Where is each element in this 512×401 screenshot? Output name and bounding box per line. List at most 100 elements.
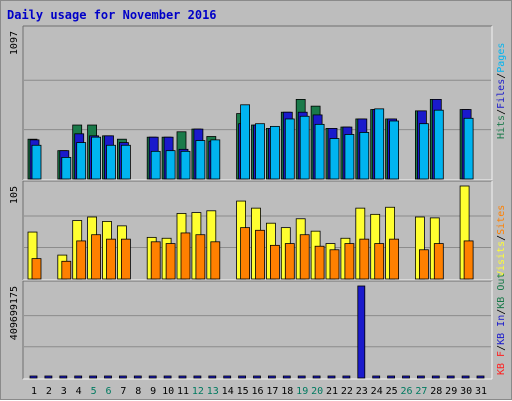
bar-pages-day-24 [374,108,385,180]
bar-kb-in-day-28 [431,375,440,379]
bar-kb-in-day-21 [327,375,336,379]
bar-pages-day-5 [91,136,101,180]
bar-pages-day-4 [76,142,87,180]
bar-pages-day-30 [463,117,474,180]
bar-kb-in-day-17 [267,375,276,379]
bar-kb-in-day-10 [163,375,172,379]
x-tick-day-3: 3 [61,386,67,397]
x-tick-day-10: 10 [162,386,174,397]
bar-kb-in-day-22 [342,375,351,379]
bar-kb-in-day-16 [253,375,261,379]
bar-kb-in-day-20 [312,375,321,379]
panel-3-background [23,281,492,379]
bar-kb-in-day-6 [104,375,112,379]
x-tick-day-11: 11 [177,386,189,397]
panel-1-legend: Hits/Files/Pages [496,43,507,139]
bar-sites-day-19 [299,234,310,280]
x-tick-day-9: 9 [150,386,156,397]
bar-sites-day-27 [418,249,429,280]
bar-sites-day-6 [106,238,116,280]
bar-pages-day-13 [210,139,221,180]
bar-kb-in-day-1 [29,375,38,379]
bar-kb-in-day-26 [402,375,410,379]
bar-kb-in-day-4 [74,375,83,379]
x-tick-day-16: 16 [251,386,263,397]
bar-pages-day-18 [284,118,295,180]
x-tick-day-19: 19 [296,386,308,397]
bar-pages-day-23 [359,132,370,180]
x-tick-day-25: 25 [386,386,398,397]
x-tick-day-18: 18 [281,386,293,397]
x-tick-day-30: 30 [460,386,472,397]
legend-3-entry-1: KB F [496,351,507,375]
x-tick-day-27: 27 [415,386,427,397]
bar-kb-in-day-31 [476,375,485,379]
bar-pages-day-22 [344,134,355,180]
x-tick-day-17: 17 [266,386,278,397]
legend-1-entry-5: Pages [496,43,507,73]
legend-2-entry-3: Sites [496,205,507,235]
bar-kb-in-day-24 [372,375,381,379]
bar-pages-day-1 [31,144,42,180]
bar-sites-day-5 [91,234,101,280]
x-tick-day-12: 12 [192,386,204,397]
x-tick-day-22: 22 [341,386,353,397]
panel-1-ymax-label: 1097 [9,31,20,55]
x-tick-day-31: 31 [475,386,487,397]
bar-kb-in-day-29 [446,375,455,379]
x-tick-day-24: 24 [371,386,383,397]
bar-kb-in-day-5 [89,375,97,379]
x-tick-day-13: 13 [207,386,219,397]
bar-pages-day-12 [195,140,206,180]
x-tick-day-7: 7 [120,386,126,397]
panel-2-ymax-label: 105 [9,186,20,204]
bar-kb-in-day-27 [416,375,425,379]
panel-2-legend: Visits/Sites [496,205,507,277]
bar-kb-in-day-18 [282,375,291,379]
bar-sites-day-23 [359,238,370,280]
x-tick-day-26: 26 [400,386,412,397]
bar-pages-day-27 [418,123,429,180]
bar-pages-day-10 [165,150,176,180]
bar-sites-day-25 [389,238,400,280]
bar-sites-day-22 [344,243,355,280]
legend-1-entry-4: / [496,73,507,79]
bar-kb-in-day-15 [238,375,247,379]
bar-kb-in-day-2 [44,375,53,379]
panel-3-legend: KB F/KB In/KB Out [496,273,507,375]
x-tick-day-15: 15 [237,386,249,397]
bar-sites-day-7 [121,238,131,280]
bar-sites-day-13 [210,241,221,280]
bar-sites-day-10 [165,243,176,280]
x-tick-day-6: 6 [105,386,111,397]
bar-pages-day-21 [329,138,340,180]
bar-sites-day-11 [180,232,191,280]
bar-pages-day-9 [150,150,161,180]
x-tick-day-23: 23 [356,386,368,397]
bar-pages-day-16 [255,123,265,180]
bar-sites-day-17 [269,244,280,280]
bar-kb-in-day-19 [297,375,306,379]
legend-3-entry-4: / [496,309,507,315]
panel-3-ymax-label: 409699175 [9,286,20,340]
bar-kb-in-day-25 [387,375,396,379]
legend-2-entry-2: / [496,235,507,241]
bar-sites-day-12 [195,234,206,280]
x-tick-day-14: 14 [222,386,234,397]
bar-sites-day-21 [329,249,340,280]
legend-2-entry-1: Visits [496,241,507,277]
bar-pages-day-7 [121,144,131,180]
x-tick-day-20: 20 [311,386,323,397]
x-tick-day-2: 2 [46,386,52,397]
bar-kb-in-day-14 [223,375,232,379]
bar-kb-in-day-12 [193,375,202,379]
bar-kb-in-day-3 [59,375,68,379]
bar-pages-day-20 [314,123,325,180]
bar-sites-day-28 [433,243,444,280]
bar-pages-day-28 [433,109,444,180]
bar-pages-day-17 [269,125,280,180]
bar-sites-day-1 [31,258,42,280]
x-tick-day-4: 4 [76,386,82,397]
